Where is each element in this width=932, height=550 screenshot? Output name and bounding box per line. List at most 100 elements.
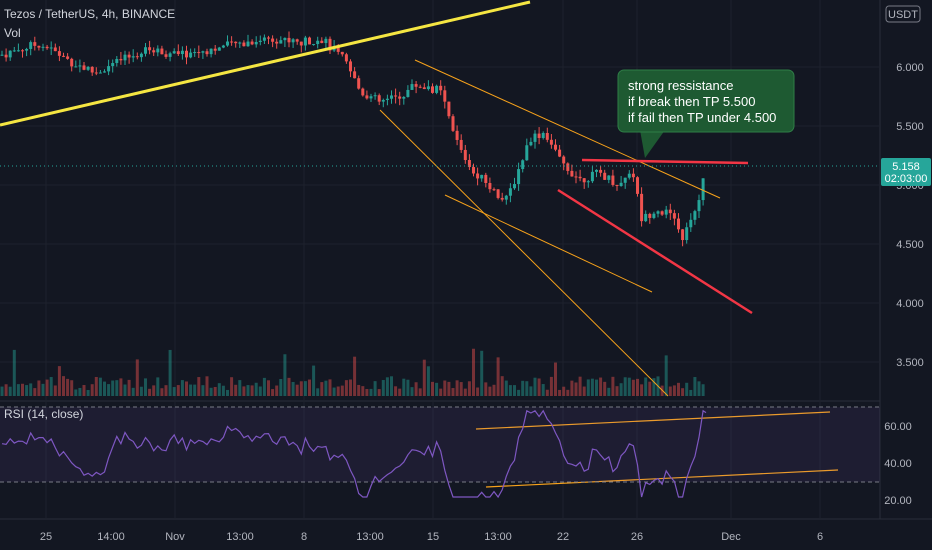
volume-bar — [697, 381, 701, 396]
volume-bar — [156, 377, 160, 396]
candle-body — [611, 175, 615, 185]
currency-badge[interactable]: USDT — [885, 5, 921, 23]
annotation-callout[interactable]: strong ressistance if break then TP 5.50… — [617, 69, 795, 158]
volume-bar — [484, 382, 488, 396]
rsi-line — [1, 409, 707, 499]
resistance-line[interactable] — [581, 158, 749, 165]
volume-bar — [37, 380, 41, 396]
candle-body — [70, 58, 74, 67]
candle-body — [402, 96, 406, 99]
volume-bar — [668, 386, 672, 396]
volume-bar — [611, 376, 615, 396]
candle-body — [246, 41, 250, 47]
volume-bar — [0, 386, 4, 396]
volume-bar — [652, 378, 656, 396]
candle-body — [168, 53, 172, 57]
yellow-support-trendline[interactable] — [0, 0, 531, 127]
volume-bar — [390, 376, 393, 396]
candle-body — [652, 213, 656, 218]
volume-bar — [513, 385, 516, 396]
rsi-lower-trendline[interactable] — [485, 469, 839, 488]
candle-body — [385, 98, 389, 100]
candle-body — [357, 78, 361, 89]
candle-body — [590, 171, 594, 182]
falling-support-line[interactable] — [557, 188, 753, 315]
trendline-drawings[interactable] — [0, 0, 839, 488]
volume-bar — [320, 382, 324, 396]
volume-bar — [336, 386, 340, 396]
volume-bars — [0, 348, 705, 396]
candle-body — [127, 54, 131, 58]
countdown-timer: 02:03:00 — [885, 173, 928, 185]
volume-bar — [189, 384, 193, 396]
candle-body — [558, 149, 562, 157]
candle-body — [94, 72, 98, 74]
volume-bar — [619, 383, 623, 396]
svg-text:USDT: USDT — [888, 9, 918, 21]
candle-body — [504, 195, 508, 200]
candle-body — [213, 48, 217, 51]
candle-body — [312, 44, 316, 46]
candle-body — [533, 133, 537, 142]
price-tick: 5.500 — [896, 121, 924, 133]
last-price-value: 5.158 — [892, 161, 920, 173]
rsi-upper-trendline[interactable] — [475, 411, 831, 430]
volume-bar — [230, 377, 234, 396]
price-scale[interactable] — [880, 0, 932, 550]
volume-legend[interactable]: Vol — [4, 26, 21, 40]
volume-bar — [414, 382, 418, 396]
volume-bar — [504, 380, 508, 396]
candle-body — [103, 71, 106, 73]
volume-bar — [426, 366, 430, 396]
channel-upper-line[interactable] — [414, 59, 721, 199]
volume-bar — [16, 384, 20, 396]
volume-bar — [94, 376, 98, 396]
channel-lower-line[interactable] — [379, 109, 669, 397]
symbol-legend[interactable]: Tezos / TetherUS, 4h, BINANCE — [4, 7, 175, 21]
volume-bar — [82, 385, 86, 396]
candle-body — [295, 39, 299, 42]
candle-body — [681, 229, 685, 241]
volume-bar — [525, 381, 529, 396]
time-tick: 25 — [40, 531, 52, 543]
volume-bar — [664, 355, 668, 396]
candle-body — [107, 66, 111, 72]
candle-body — [644, 213, 648, 222]
candle-body — [275, 41, 279, 44]
volume-bar — [599, 377, 603, 396]
volume-bar — [385, 377, 389, 396]
volume-bar — [152, 385, 156, 396]
volume-bar — [49, 377, 53, 396]
candle-body — [455, 130, 459, 140]
candle-body — [189, 52, 193, 58]
volume-bar — [267, 380, 270, 396]
volume-bar — [193, 384, 197, 396]
candle-body — [365, 95, 369, 99]
candle-body — [176, 51, 180, 55]
candle-body — [25, 48, 29, 51]
volume-bar — [627, 377, 631, 396]
volume-bar — [595, 379, 598, 396]
volume-bar — [590, 378, 594, 396]
volume-bar — [160, 388, 164, 396]
volume-bar — [279, 378, 283, 396]
last-price-tag[interactable]: 5.158 02:03:00 — [881, 158, 931, 186]
volume-bar — [234, 384, 238, 396]
candle-body — [344, 54, 348, 62]
candle-body — [53, 47, 57, 52]
candle-body — [299, 41, 303, 46]
candle-body — [398, 96, 402, 99]
volume-bar — [275, 385, 279, 396]
volume-bar — [62, 376, 65, 396]
candle-body — [447, 101, 451, 117]
volume-bar — [394, 386, 398, 396]
rsi-legend[interactable]: RSI (14, close) — [4, 407, 83, 421]
candle-body — [488, 183, 492, 190]
volume-bar — [369, 388, 373, 396]
candle-body — [660, 211, 664, 215]
volume-bar — [689, 389, 693, 396]
volume-bar — [324, 380, 328, 396]
channel-mid-line[interactable] — [444, 194, 653, 293]
candle-body — [636, 177, 639, 194]
